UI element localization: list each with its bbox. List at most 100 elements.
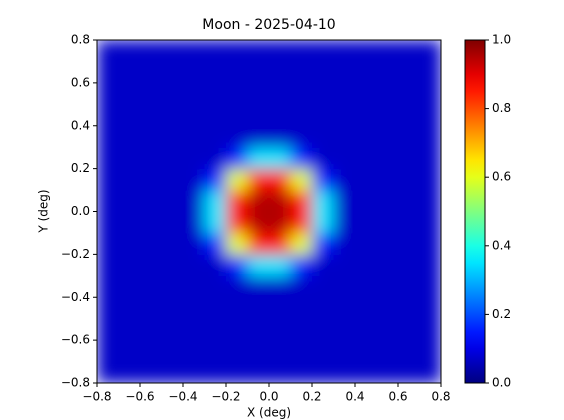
heatmap-cell	[355, 254, 377, 277]
heatmap-cell	[161, 61, 184, 84]
heatmap-cell	[183, 40, 205, 62]
heatmap-cell	[333, 168, 356, 191]
heatmap-cell	[376, 211, 399, 234]
heatmap-cell	[97, 340, 119, 363]
y-tick-label: −0.6	[61, 333, 90, 347]
heatmap-cell	[376, 61, 399, 84]
heatmap-cell	[97, 190, 119, 212]
heatmap-cell	[269, 254, 291, 277]
heatmap-cell	[398, 254, 420, 277]
heatmap-cell	[376, 190, 399, 212]
heatmap-cell	[140, 275, 162, 298]
heatmap-cell	[333, 147, 356, 170]
heatmap-cell	[97, 168, 119, 191]
heatmap-cell	[290, 211, 313, 234]
heatmap-cell	[355, 61, 377, 84]
heatmap-cell	[398, 82, 420, 105]
heatmap-cell	[161, 40, 184, 62]
heatmap-cell	[355, 40, 377, 62]
heatmap-cell	[398, 318, 420, 341]
heatmap-cell	[118, 232, 141, 255]
heatmap-cell	[247, 61, 270, 84]
heatmap-cell	[398, 40, 420, 62]
heatmap-cell	[204, 168, 227, 191]
heatmap-cell	[290, 104, 313, 127]
heatmap-cell	[118, 168, 141, 191]
heatmap-cell	[183, 82, 205, 105]
heatmap-area	[97, 40, 441, 383]
heatmap-cell	[183, 61, 205, 84]
heatmap-cell	[312, 82, 334, 105]
heatmap-cell	[312, 190, 334, 212]
heatmap-cell	[247, 361, 270, 383]
heatmap-cell	[118, 147, 141, 170]
heatmap-cell	[355, 168, 377, 191]
heatmap-cell	[355, 232, 377, 255]
heatmap-cell	[419, 275, 441, 298]
heatmap-cell	[226, 190, 248, 212]
x-tick-label: 0.0	[259, 390, 278, 404]
heatmap-cell	[226, 168, 248, 191]
heatmap-cell	[398, 297, 420, 320]
x-tick-label: 0.2	[302, 390, 321, 404]
heatmap-cell	[226, 147, 248, 170]
x-tick-label: −0.6	[125, 390, 154, 404]
heatmap-cell	[140, 40, 162, 62]
heatmap-cell	[312, 168, 334, 191]
heatmap-cell	[183, 340, 205, 363]
heatmap-cell	[419, 211, 441, 234]
heatmap-cell	[290, 190, 313, 212]
heatmap-cell	[247, 104, 270, 127]
heatmap-cell	[204, 297, 227, 320]
heatmap-cell	[290, 275, 313, 298]
heatmap-cell	[97, 232, 119, 255]
heatmap-cell	[290, 340, 313, 363]
heatmap-cell	[355, 340, 377, 363]
heatmap-cell	[333, 254, 356, 277]
heatmap-cell	[247, 190, 270, 212]
heatmap-cell	[419, 147, 441, 170]
colorbar-tick-label: 0.6	[492, 170, 511, 184]
heatmap-cell	[183, 254, 205, 277]
y-tick-label: 0.8	[71, 33, 90, 47]
heatmap-cell	[355, 104, 377, 127]
colorbar-tick-label: 1.0	[492, 33, 511, 47]
heatmap-cell	[247, 168, 270, 191]
heatmap-cell	[312, 61, 334, 84]
heatmap-cell	[269, 104, 291, 127]
heatmap-cell	[333, 297, 356, 320]
heatmap-cell	[290, 147, 313, 170]
heatmap-cell	[140, 104, 162, 127]
heatmap-cell	[140, 168, 162, 191]
x-axis-label: X (deg)	[247, 406, 291, 420]
heatmap-cell	[312, 104, 334, 127]
heatmap-cell	[97, 82, 119, 105]
heatmap-cell	[183, 361, 205, 383]
heatmap-cell	[419, 318, 441, 341]
heatmap-cell	[247, 125, 270, 148]
heatmap-cell	[97, 254, 119, 277]
chart-title: Moon - 2025-04-10	[202, 17, 335, 33]
heatmap-cell	[398, 232, 420, 255]
heatmap-cell	[161, 211, 184, 234]
heatmap-cell	[226, 297, 248, 320]
heatmap-cell	[226, 40, 248, 62]
heatmap-cell	[355, 275, 377, 298]
heatmap-cell	[183, 168, 205, 191]
heatmap-cell	[269, 82, 291, 105]
heatmap-cell	[247, 82, 270, 105]
heatmap-cell	[226, 61, 248, 84]
heatmap-cell	[118, 190, 141, 212]
heatmap-cell	[312, 318, 334, 341]
heatmap-cell	[419, 361, 441, 383]
heatmap-cell	[118, 82, 141, 105]
y-tick-label: −0.8	[61, 376, 90, 390]
heatmap-cell	[398, 104, 420, 127]
heatmap-cell	[140, 340, 162, 363]
heatmap-cell	[97, 211, 119, 234]
heatmap-cell	[269, 125, 291, 148]
heatmap-cell	[140, 232, 162, 255]
heatmap-cell	[183, 190, 205, 212]
heatmap-cell	[333, 125, 356, 148]
heatmap-cell	[183, 275, 205, 298]
